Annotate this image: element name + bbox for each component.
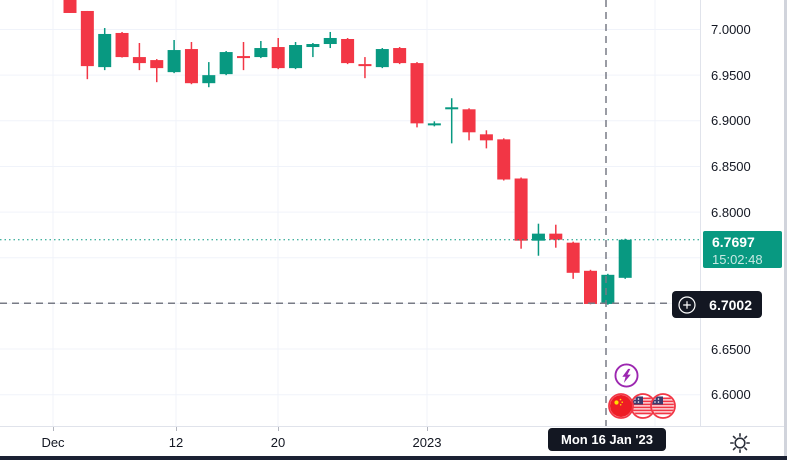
candle-body bbox=[237, 56, 250, 59]
candle-body bbox=[80, 10, 94, 67]
price-tick-label: 6.9500 bbox=[711, 67, 751, 83]
time-tick-label: 20 bbox=[270, 435, 286, 450]
us-flag-icon bbox=[650, 393, 676, 419]
candle-body bbox=[289, 45, 303, 69]
price-tick-label: 6.8000 bbox=[711, 204, 751, 220]
candle-body bbox=[341, 38, 355, 64]
last-price-value: 6.7697 bbox=[712, 234, 755, 250]
chart-canvas bbox=[0, 0, 700, 426]
candle-body bbox=[150, 60, 164, 69]
sun-gear-icon bbox=[729, 432, 751, 454]
candle-body bbox=[497, 139, 511, 180]
bottom-border-bar bbox=[0, 456, 787, 460]
candle-body bbox=[167, 50, 181, 73]
candle-body bbox=[219, 52, 233, 75]
price-tick-label: 6.6000 bbox=[711, 387, 751, 403]
candle-body bbox=[393, 48, 407, 64]
price-axis[interactable]: 7.0000 6.9500 6.9000 6.8500 6.8000 6.6500 6.60… bbox=[700, 0, 787, 426]
axis-settings-icon[interactable] bbox=[729, 432, 751, 454]
lightning-bolt-icon bbox=[614, 363, 639, 388]
time-tick-label: 2023 bbox=[412, 435, 442, 450]
china-flag-icon bbox=[608, 393, 634, 419]
time-tickmark bbox=[278, 427, 279, 431]
candle-body bbox=[410, 63, 424, 124]
last-price-label: 6.7697 15:02:48 bbox=[703, 231, 782, 268]
candle-body bbox=[531, 233, 545, 241]
candle-body bbox=[549, 233, 563, 240]
time-tickmark bbox=[427, 427, 428, 431]
candle-body bbox=[618, 239, 632, 278]
candle-body bbox=[184, 49, 198, 84]
candle-body bbox=[271, 47, 285, 69]
price-tick-label: 6.8500 bbox=[711, 158, 751, 174]
candle-body bbox=[323, 37, 337, 45]
crosshair-price-button[interactable]: 6.7002 bbox=[672, 291, 762, 318]
circle-plus-icon bbox=[678, 295, 696, 314]
candle-body bbox=[514, 178, 528, 241]
candle-body bbox=[479, 134, 493, 141]
price-tick-label: 6.6500 bbox=[711, 341, 751, 357]
lightning-event-icon[interactable] bbox=[614, 363, 639, 388]
candle-body bbox=[445, 107, 459, 110]
time-tickmark bbox=[53, 427, 54, 431]
candle-body bbox=[98, 33, 112, 68]
time-axis[interactable]: Dec 12 20 2023 bbox=[0, 426, 787, 456]
candle-body bbox=[601, 274, 615, 304]
crosshair-price-value: 6.7002 bbox=[709, 296, 752, 313]
bar-countdown-timer: 15:02:48 bbox=[712, 251, 763, 267]
candle-body bbox=[132, 57, 146, 64]
right-edge-strip bbox=[784, 0, 787, 456]
candle-body bbox=[63, 0, 77, 13]
candlestick-plot[interactable] bbox=[0, 0, 700, 426]
time-tick-label: Dec bbox=[41, 435, 65, 450]
candle-body bbox=[306, 44, 320, 48]
price-tick-label: 7.0000 bbox=[711, 22, 751, 37]
time-tick-label: 12 bbox=[168, 435, 184, 450]
crosshair-date-label: Mon 16 Jan '23 bbox=[548, 428, 666, 451]
us-flag-event-icon[interactable] bbox=[650, 393, 676, 419]
candle-body bbox=[254, 48, 268, 58]
price-tick-label: 6.9000 bbox=[711, 113, 751, 129]
candle-body bbox=[427, 123, 441, 126]
time-tickmark bbox=[176, 427, 177, 431]
china-flag-event-icon[interactable] bbox=[608, 393, 634, 419]
candle-body bbox=[584, 270, 597, 304]
candle-body bbox=[115, 32, 129, 58]
candle-body bbox=[202, 75, 216, 84]
candle-body bbox=[358, 64, 372, 67]
candle-body bbox=[462, 109, 476, 133]
candle-body bbox=[375, 49, 389, 68]
candle-body bbox=[566, 242, 580, 273]
